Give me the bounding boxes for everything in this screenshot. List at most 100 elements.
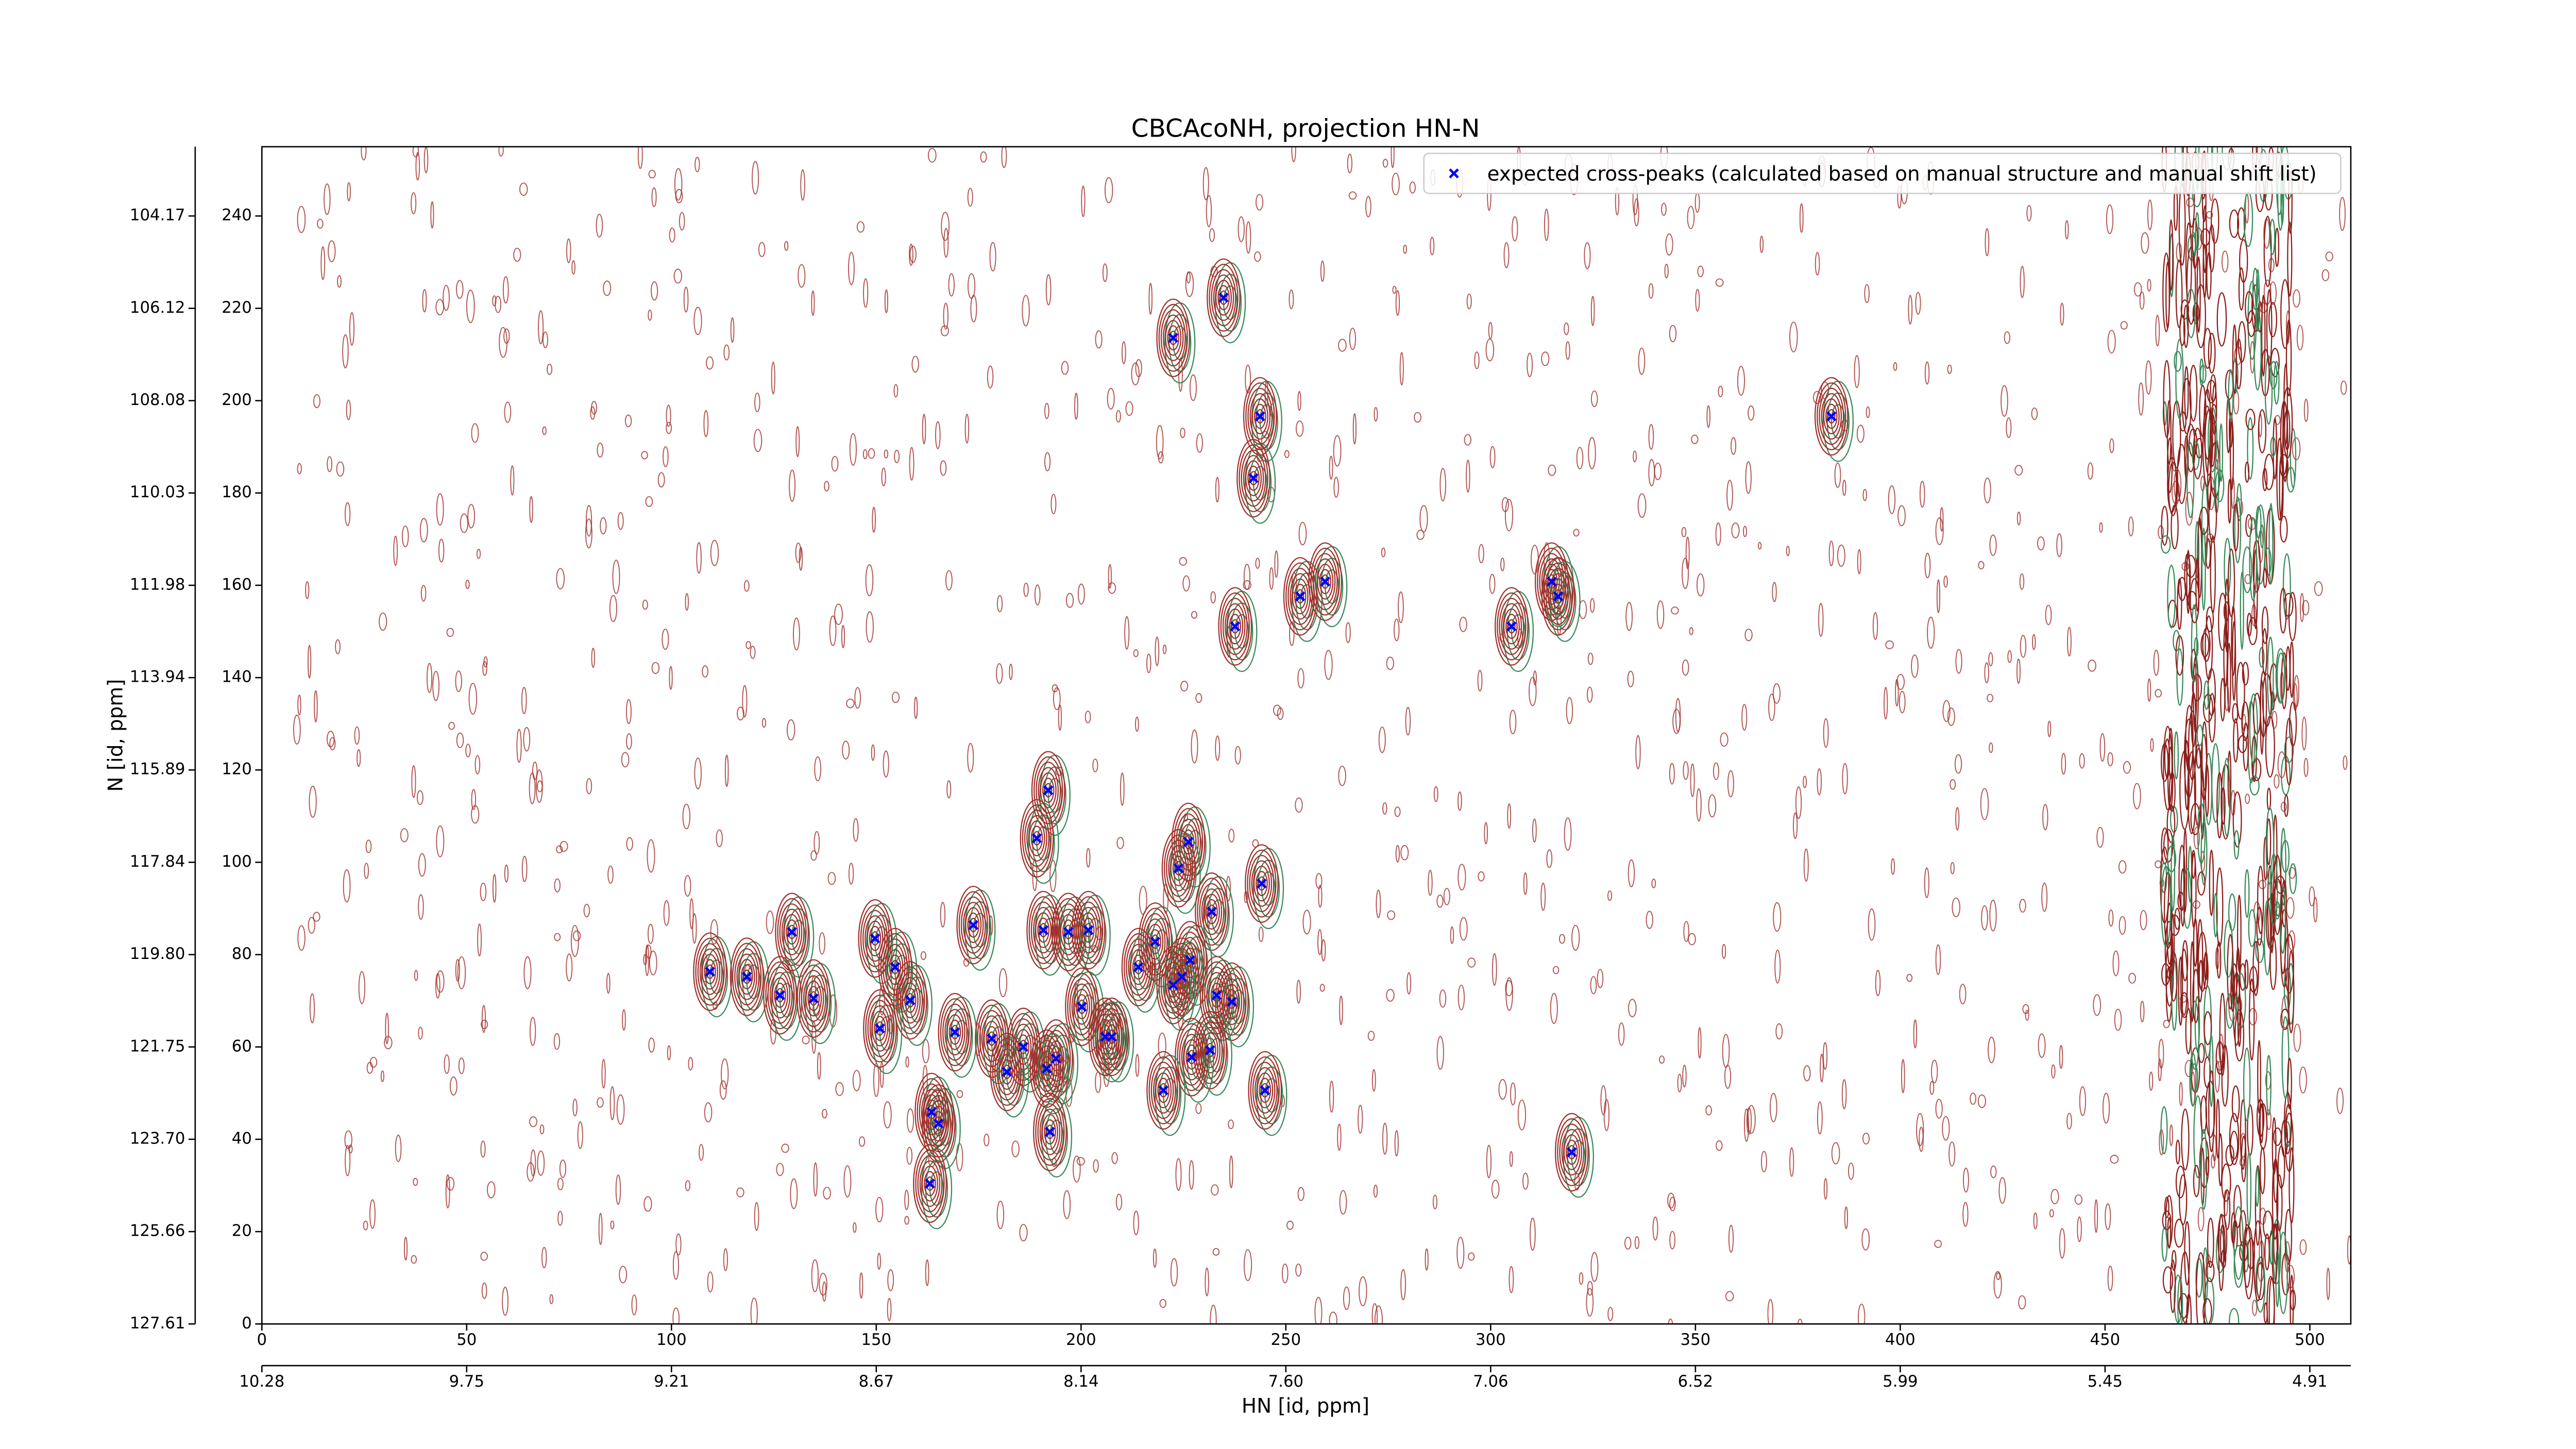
noise-contour [2252, 267, 2259, 310]
noise-contour [674, 168, 683, 201]
noise-contour [1607, 890, 1613, 901]
noise-contour [1737, 366, 1745, 396]
noise-contour [1009, 663, 1013, 680]
noise-contour [1478, 544, 1484, 564]
noise-contour [1579, 1272, 1584, 1285]
noise-contour [502, 276, 509, 304]
peak-contour [1821, 393, 1842, 440]
noise-contour [1053, 687, 1061, 711]
noise-contour [1715, 523, 1721, 546]
noise-contour [2290, 1274, 2294, 1324]
noise-contour [2179, 1174, 2188, 1225]
noise-contour [2185, 704, 2194, 773]
noise-contour [2326, 1268, 2330, 1301]
noise-contour [320, 246, 326, 280]
noise-contour [1131, 362, 1140, 385]
noise-contour [1400, 845, 1409, 861]
peak-contour [1250, 1056, 1280, 1124]
noise-contour [1669, 325, 1677, 343]
peak-contour [1505, 614, 1518, 639]
noise-contour [1019, 1224, 1028, 1242]
noise-contour [2195, 1252, 2206, 1324]
noise-contour [2160, 535, 2171, 554]
noise-contour [2230, 968, 2235, 1012]
noise-contour [2284, 1113, 2294, 1172]
noise-contour [1565, 341, 1570, 360]
peak-contour [1037, 917, 1050, 943]
noise-contour [1916, 1113, 1924, 1147]
noise-contour [615, 1174, 621, 1205]
noise-contour [2206, 606, 2214, 632]
noise-contour [1817, 1101, 1823, 1135]
noise-contour [471, 423, 479, 443]
noise-contour [2195, 557, 2200, 612]
noise-contour [859, 1272, 863, 1299]
noise-contour [2105, 1203, 2111, 1230]
noise-contour [2138, 382, 2144, 416]
noise-contour [1180, 427, 1185, 439]
noise-contour [2272, 1223, 2278, 1284]
noise-contour [2193, 427, 2202, 480]
noise-contour [1228, 829, 1235, 843]
noise-contour [358, 971, 366, 1004]
peak-contour [1071, 983, 1093, 1030]
peak-contour [1543, 563, 1560, 600]
peak-contour [1247, 849, 1277, 918]
peak-contour [924, 1171, 936, 1197]
noise-contour [663, 900, 670, 926]
cross-peak-marker [1248, 473, 1259, 483]
noise-contour [2286, 466, 2295, 493]
noise-contour [2099, 522, 2103, 533]
noise-contour [998, 968, 1008, 998]
noise-contour [647, 839, 655, 873]
peak-contour [879, 1016, 894, 1051]
noise-contour [2267, 636, 2274, 717]
noise-contour [2188, 710, 2197, 781]
noise-contour [1210, 1304, 1217, 1324]
noise-contour [1950, 779, 1956, 790]
noise-contour [2161, 963, 2170, 986]
peak-contour [1554, 589, 1563, 604]
noise-contour [1501, 497, 1509, 512]
noise-contour [1158, 1032, 1166, 1059]
noise-contour [335, 639, 341, 654]
noise-contour [616, 1094, 625, 1125]
noise-contour [2255, 938, 2264, 963]
noise-contour [1153, 1249, 1157, 1268]
peak-contour [1040, 1056, 1053, 1082]
noise-contour [366, 1062, 374, 1074]
noise-contour [2204, 388, 2211, 460]
noise-contour [2273, 854, 2282, 935]
noise-contour [1681, 527, 1687, 537]
peak-contour [1252, 1062, 1278, 1119]
peak-contour [1084, 923, 1093, 938]
cross-peak-marker [950, 1027, 960, 1037]
noise-contour [2281, 840, 2290, 873]
noise-contour [365, 839, 372, 853]
noise-contour [1395, 290, 1400, 316]
cross-peak-marker [1150, 936, 1160, 947]
noise-contour [1339, 1190, 1347, 1215]
noise-contour [2155, 860, 2162, 869]
noise-contour [499, 327, 507, 358]
noise-contour [2020, 265, 2025, 298]
noise-contour [1716, 1140, 1723, 1151]
peak-contour [1314, 558, 1336, 605]
noise-contour [1394, 806, 1401, 817]
noise-contour [1120, 772, 1125, 806]
noise-contour [1500, 558, 1505, 571]
noise-contour [598, 1212, 603, 1245]
noise-contour [2263, 1210, 2273, 1239]
noise-contour [503, 328, 510, 344]
noise-contour [1906, 973, 1913, 982]
noise-contour [2200, 1129, 2208, 1210]
noise-contour [2174, 907, 2181, 930]
noise-contour [1392, 173, 1400, 196]
cross-peak-marker [1218, 293, 1229, 303]
x-tick-label: 500 [2295, 1330, 2325, 1349]
noise-contour [693, 307, 702, 335]
peak-contour [1076, 994, 1088, 1020]
noise-contour [624, 414, 632, 427]
noise-contour [502, 1287, 509, 1316]
noise-contour [2236, 483, 2242, 521]
